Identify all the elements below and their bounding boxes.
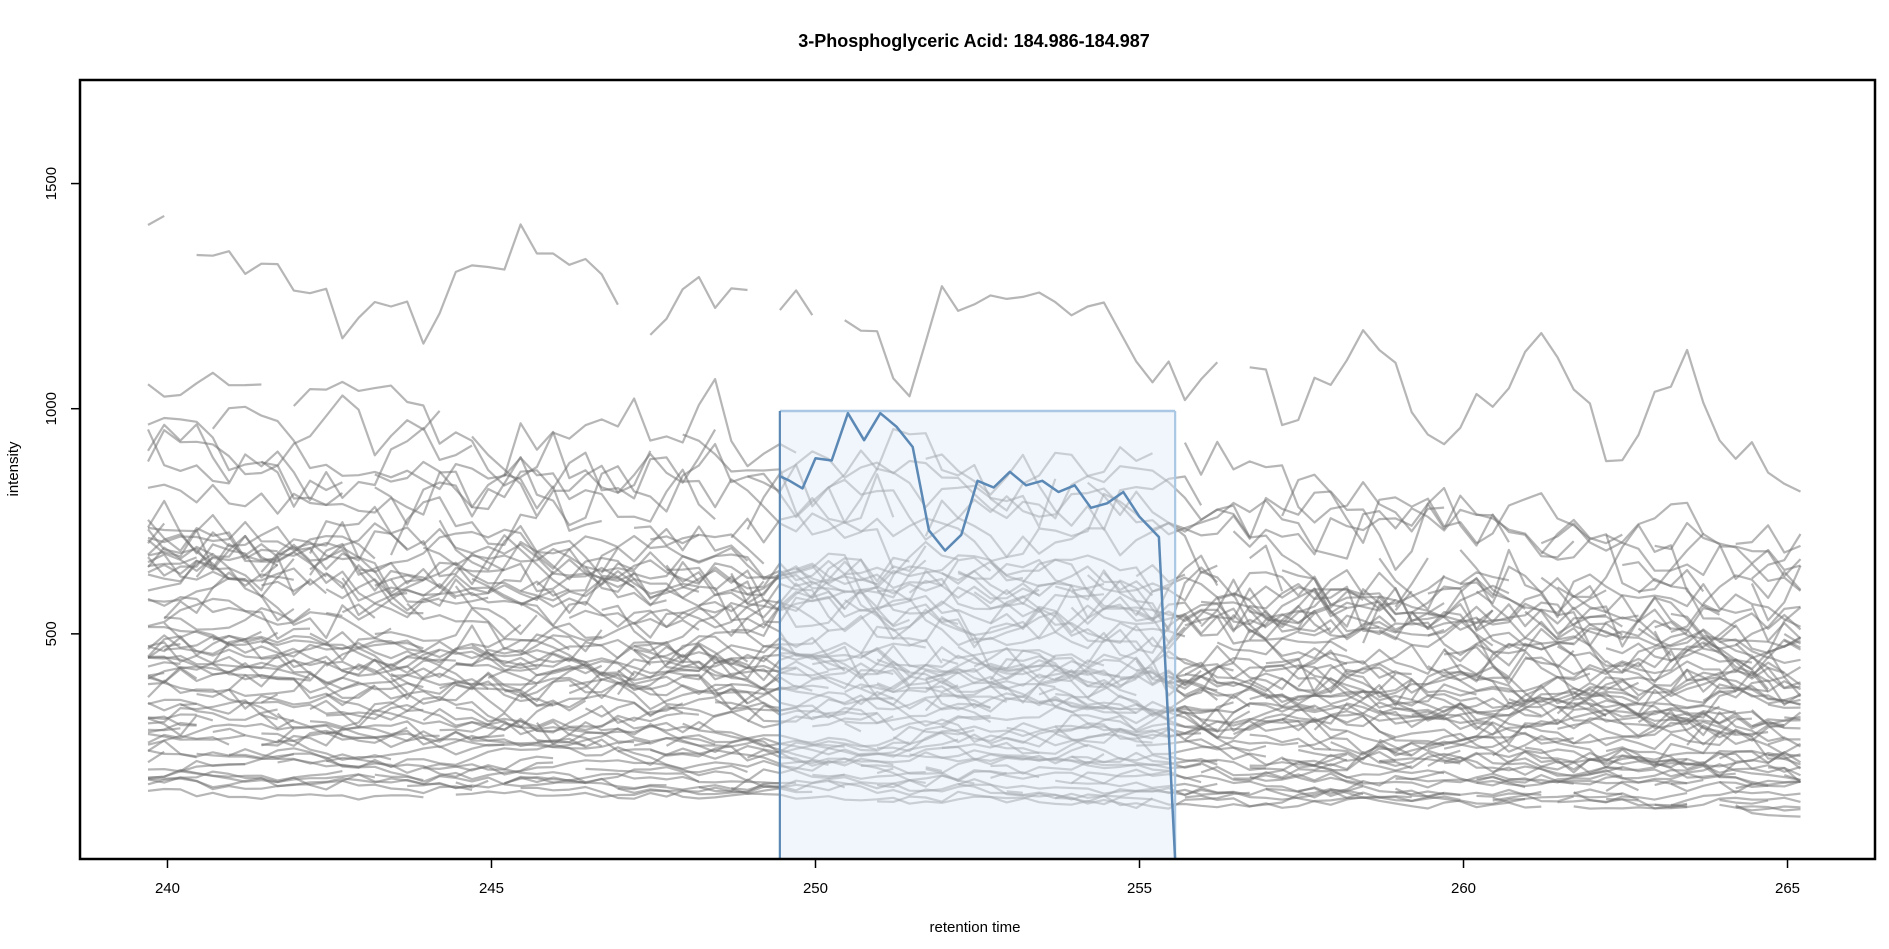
sample-trace [147,371,1802,593]
chart-title: 3-Phosphoglyceric Acid: 184.986-184.987 [798,31,1150,51]
sample-trace [147,539,1802,663]
sample-trace [147,558,1802,675]
sample-trace [147,715,1785,778]
sample-trace [146,422,1801,554]
y-axis: 500 1000 1500 [43,167,80,646]
sample-trace [147,545,1801,659]
sample-trace [147,750,1801,798]
peak-trace [779,411,1177,860]
sample-trace [147,734,1801,781]
sample-trace [164,642,1801,723]
x-axis-title: retention time [930,919,1021,936]
sample-trace [147,634,1802,733]
sample-traces [146,214,1802,818]
sample-trace [147,423,1802,578]
x-tick-label: 260 [1451,880,1476,897]
sample-trace [147,214,1801,493]
y-axis-title: intensity [5,441,22,497]
y-tick-label: 500 [43,621,60,646]
sample-trace [211,405,1802,593]
sample-trace [147,758,1801,795]
sample-trace [164,607,1801,707]
sample-trace [147,528,1785,676]
sample-trace [147,671,1801,736]
sample-trace [147,674,1801,746]
sample-trace [180,693,1801,757]
peak-area [779,411,1176,859]
peak-window [778,409,1177,860]
plot-frame [78,78,1877,861]
sample-trace [147,773,1801,810]
sample-trace [147,698,1802,771]
x-tick-label: 255 [1127,880,1152,897]
x-tick-label: 240 [155,880,180,897]
sample-trace [147,559,1801,693]
y-tick-label: 1000 [43,392,60,425]
sample-trace [147,597,1801,706]
sample-trace [147,394,1801,571]
sample-trace [147,725,1801,782]
x-tick-label: 250 [803,880,828,897]
sample-trace [147,538,1802,678]
sample-trace [147,775,1801,810]
sample-trace [147,787,1801,812]
x-tick-label: 265 [1775,880,1800,897]
sample-trace [147,720,1802,772]
x-axis: 240 245 250 255 260 265 [155,859,1800,897]
sample-trace [147,699,1801,760]
y-tick-label: 1500 [43,167,60,200]
x-tick-label: 245 [479,880,504,897]
